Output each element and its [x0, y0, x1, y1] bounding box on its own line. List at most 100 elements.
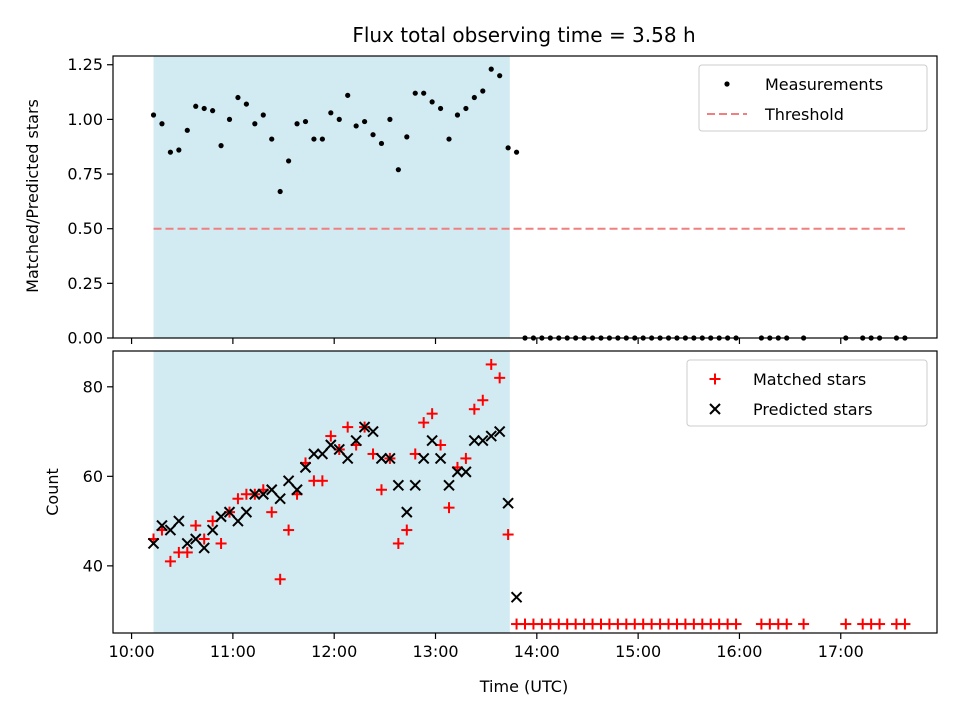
chart-title: Flux total observing time = 3.58 h	[352, 23, 695, 47]
predicted-star-b	[190, 533, 202, 545]
predicted-star-b	[417, 452, 430, 465]
matched-star-point	[198, 533, 210, 545]
measurement-point	[404, 134, 410, 140]
measurement-point	[201, 105, 207, 112]
predicted-star-point	[417, 452, 430, 465]
predicted-star-point	[460, 466, 472, 478]
predicted-star-point	[350, 434, 362, 447]
predicted-star-b	[443, 479, 455, 491]
measurement-point	[336, 116, 342, 122]
matched-star-point	[840, 618, 852, 630]
measurement-point	[361, 118, 368, 125]
matched-star-point	[781, 618, 793, 630]
predicted-star-b	[502, 497, 514, 509]
predicted-star-point	[223, 506, 236, 518]
measurement-point	[505, 145, 511, 151]
measurement-point	[277, 188, 283, 195]
matched-star-point	[730, 618, 742, 630]
matched-star-point	[283, 524, 295, 536]
predicted-star-point	[308, 448, 320, 460]
predicted-star-point	[173, 515, 185, 527]
predicted-star-point	[392, 479, 405, 491]
matched-star-point	[899, 618, 911, 630]
measurement-point	[235, 94, 241, 101]
top-y-tick-label: 1.00	[67, 110, 103, 129]
predicted-star-b	[308, 448, 320, 460]
matched-star-point	[798, 618, 810, 630]
measurement-point	[311, 136, 317, 142]
measurement-point	[159, 121, 165, 127]
top-observing-window	[153, 56, 510, 338]
measurement-point	[167, 149, 174, 155]
predicted-star-point	[147, 537, 160, 550]
predicted-star-point	[206, 524, 219, 536]
predicted-star-point	[384, 452, 396, 465]
predicted-star-b	[350, 434, 362, 447]
matched-star-point	[164, 555, 176, 567]
measurement-point	[353, 123, 359, 129]
x-tick-label: 11:00	[210, 642, 256, 661]
matched-star-point	[316, 475, 328, 487]
predicted-star-b	[266, 484, 278, 496]
measurement-point	[412, 90, 418, 96]
top-y-tick-label: 0.25	[67, 274, 103, 293]
matched-star-point	[325, 430, 337, 442]
predicted-star-b	[282, 475, 295, 487]
predicted-star-b	[173, 515, 185, 527]
predicted-star-b	[223, 506, 236, 518]
matched-star-point	[460, 452, 472, 464]
predicted-star-b	[510, 591, 523, 603]
predicted-star-b	[358, 421, 371, 433]
top-legend-label: Measurements	[765, 75, 883, 94]
predicted-star-b	[409, 479, 421, 491]
matched-star-point	[418, 417, 430, 429]
measurement-point	[269, 136, 275, 142]
measurement-point	[176, 147, 182, 153]
measurement-point	[252, 121, 258, 127]
predicted-star-b	[249, 488, 261, 500]
bottom-y-tick-label: 40	[83, 556, 103, 575]
measurement-point	[370, 132, 376, 138]
predicted-star-b	[477, 434, 489, 447]
bottom-axes-frame	[112, 350, 938, 634]
matched-star-point	[392, 537, 404, 549]
predicted-star-b	[367, 425, 379, 438]
predicted-star-point	[493, 425, 506, 438]
measurement-point	[429, 99, 435, 105]
top-y-tick-label: 1.25	[67, 55, 103, 74]
x-axis-label: Time (UTC)	[479, 677, 568, 696]
measurement-point	[184, 127, 190, 133]
predicted-star-b	[375, 452, 388, 465]
measurement-point	[294, 121, 300, 127]
predicted-star-point	[198, 542, 210, 554]
top-legend-box	[698, 64, 928, 132]
predicted-star-b	[434, 452, 447, 465]
predicted-star-b	[206, 524, 219, 536]
bottom-legend-label: Matched stars	[753, 370, 866, 389]
measurement-point	[488, 66, 494, 72]
predicted-star-b	[392, 479, 405, 491]
measurement-point	[319, 136, 325, 142]
bottom-observing-window	[153, 351, 510, 633]
predicted-star-point	[426, 434, 438, 447]
measurement-point	[328, 110, 334, 116]
predicted-star-point	[240, 506, 253, 518]
predicted-star-b	[147, 537, 160, 550]
predicted-star-point	[375, 452, 388, 465]
matched-star-point	[443, 502, 455, 514]
predicted-star-point	[274, 493, 286, 505]
bottom-legend: Matched stars Predicted stars	[686, 359, 928, 427]
measurement-point	[302, 118, 309, 125]
measurement-point	[378, 140, 385, 147]
predicted-star-b	[341, 452, 354, 465]
predicted-star-b	[240, 506, 253, 518]
predicted-star-point	[477, 434, 489, 447]
predicted-star-b	[493, 425, 506, 438]
matched-star-point	[342, 421, 354, 433]
measurement-point	[471, 94, 477, 101]
matched-star-point	[232, 493, 244, 505]
matched-star-point	[874, 618, 886, 630]
predicted-star-point	[181, 537, 194, 550]
predicted-star-point	[164, 524, 177, 536]
